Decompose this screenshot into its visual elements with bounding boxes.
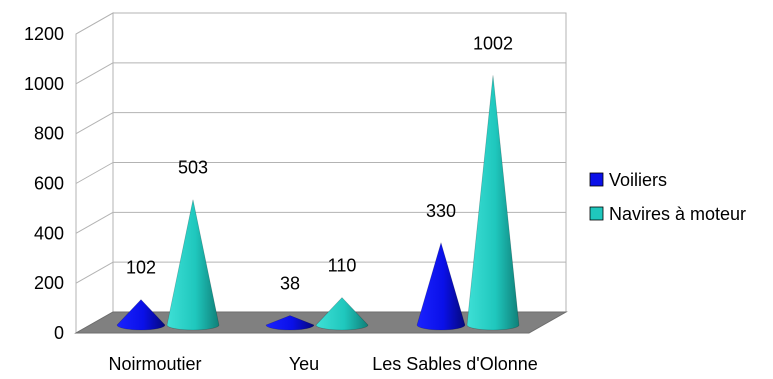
cone-navires-a-moteur-les-sables-d-olonne (466, 75, 520, 331)
cone-body (265, 315, 315, 331)
gridline-side (75, 261, 114, 284)
cone-voiliers-les-sables-d-olonne (416, 241, 466, 331)
data-label: 330 (426, 201, 456, 221)
legend-swatch-navires-a-moteur (589, 206, 604, 221)
data-labels: 102 503 38 110 330 1002 (126, 33, 513, 293)
cones (116, 75, 520, 331)
x-axis-labels: Noirmoutier Yeu Les Sables d'Olonne (108, 354, 537, 374)
y-tick-label: 1200 (24, 24, 64, 44)
cone-body (466, 75, 520, 331)
legend: Voiliers Navires à moteur (589, 170, 746, 224)
cone-navires-a-moteur-yeu (315, 297, 369, 331)
data-label: 503 (178, 158, 208, 178)
y-tick-label: 1000 (24, 74, 64, 94)
x-tick-label: Les Sables d'Olonne (372, 354, 538, 374)
gridline-side (75, 12, 114, 35)
legend-item-voiliers: Voiliers (589, 170, 667, 190)
y-tick-label: 0 (54, 323, 64, 343)
y-tick-label: 400 (34, 223, 64, 243)
legend-label-voiliers: Voiliers (609, 170, 667, 190)
x-tick-label: Yeu (289, 354, 319, 374)
legend-label-navires-a-moteur: Navires à moteur (609, 204, 746, 224)
cone-voiliers-yeu (265, 315, 315, 331)
gridline-side (75, 112, 114, 135)
y-axis-ticks: 0 200 400 600 800 1000 1200 (24, 24, 64, 343)
cone-voiliers-noirmoutier (116, 299, 166, 331)
legend-item-navires-a-moteur: Navires à moteur (589, 204, 746, 224)
y-tick-label: 800 (34, 124, 64, 144)
gridline-side (75, 211, 114, 234)
cone-body (166, 199, 220, 331)
data-label: 38 (280, 274, 300, 294)
y-tick-label: 600 (34, 174, 64, 194)
cone-body (315, 297, 369, 331)
gridline-side (75, 162, 114, 184)
legend-swatch-voiliers (589, 172, 604, 187)
cone-navires-a-moteur-noirmoutier (166, 199, 220, 331)
data-label: 1002 (473, 33, 513, 53)
gridline-side (75, 62, 114, 85)
cone-body (416, 241, 466, 331)
data-label: 102 (126, 258, 156, 278)
y-tick-label: 200 (34, 273, 64, 293)
x-tick-label: Noirmoutier (108, 354, 201, 374)
cone-body (116, 299, 166, 331)
data-label: 110 (328, 256, 357, 276)
